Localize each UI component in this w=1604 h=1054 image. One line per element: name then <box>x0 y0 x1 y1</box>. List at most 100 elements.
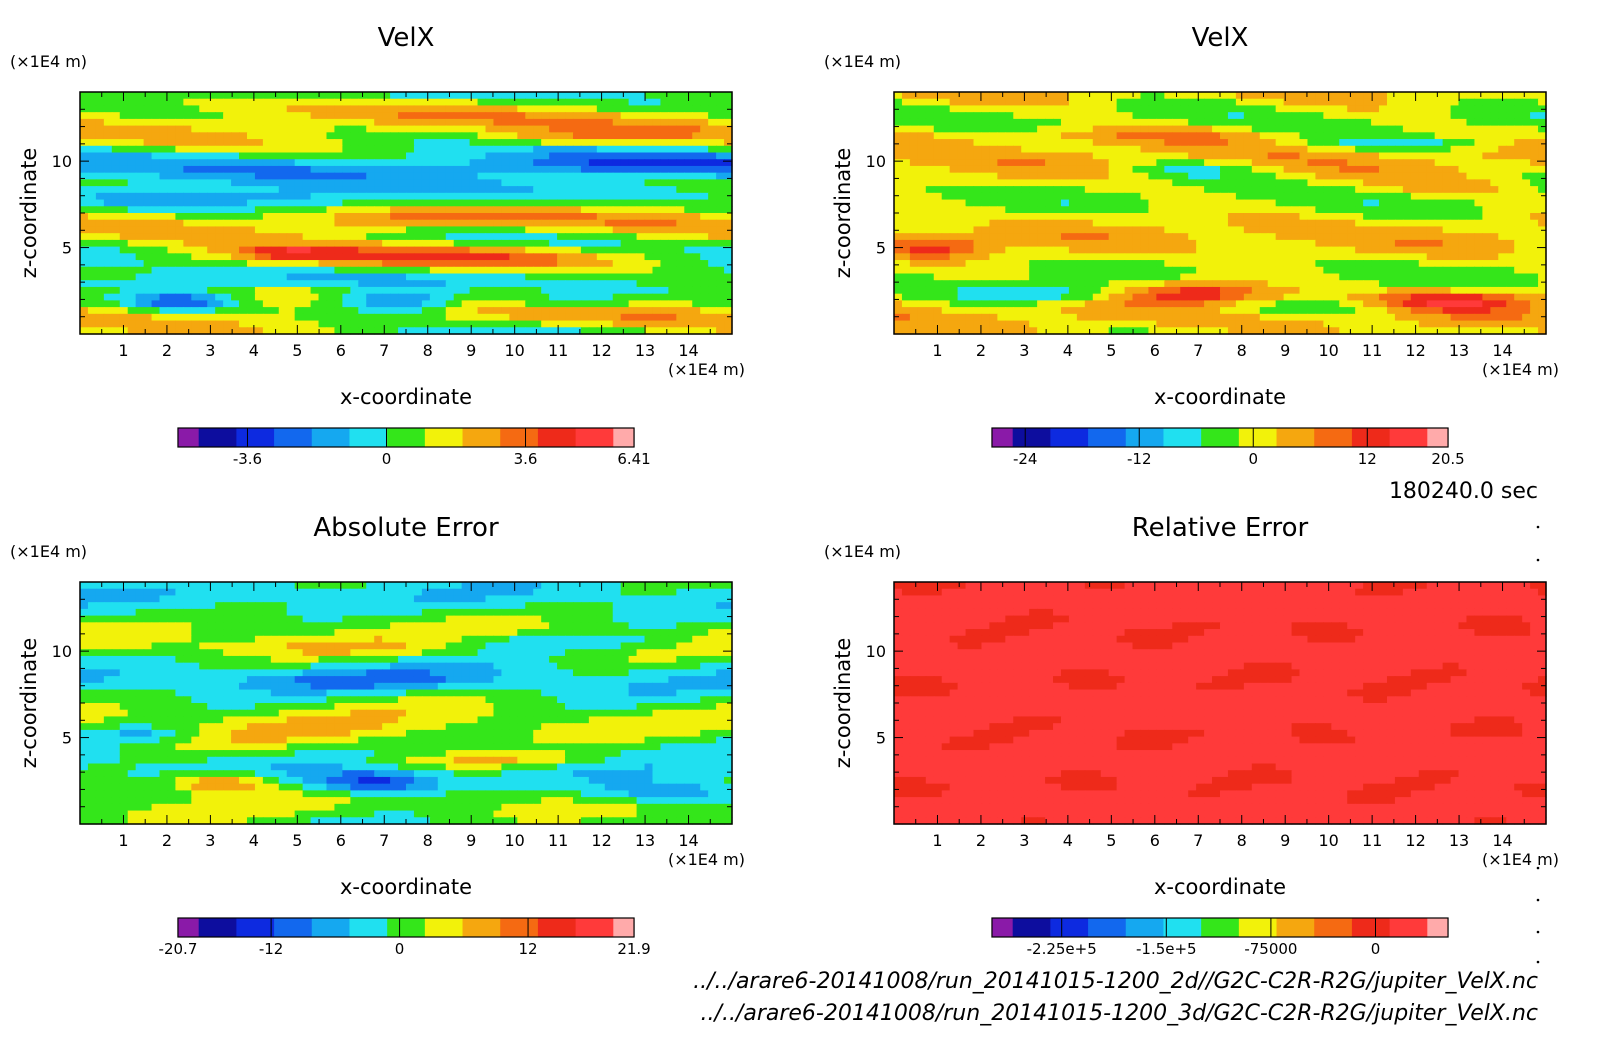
panel-2-heatmap-cell <box>933 105 943 113</box>
panel-1-heatmap-cell <box>596 98 606 107</box>
panel-1-heatmap-cell <box>612 293 622 301</box>
panel-1-heatmap-cell <box>676 246 685 254</box>
panel-1-heatmap-cell <box>135 313 145 322</box>
panel-1-heatmap-cell <box>127 239 137 248</box>
panel-2-heatmap-cell <box>1156 226 1165 234</box>
panel-1-heatmap-cell <box>660 179 669 187</box>
panel-1-heatmap-cell <box>572 219 582 228</box>
panel-1-heatmap-cell <box>604 253 614 261</box>
panel-2-heatmap-cell <box>1291 105 1301 113</box>
panel-2-heatmap-cell <box>1498 179 1507 187</box>
panel-1-heatmap-cell <box>398 165 407 174</box>
panel-1-heatmap-cell <box>477 280 487 288</box>
panel-1-heatmap-cell <box>700 125 709 133</box>
panel-1-heatmap-cell <box>724 139 733 147</box>
panel-2-heatmap-cell <box>1394 98 1404 107</box>
panel-2-heatmap-cell <box>1522 132 1531 140</box>
panel-1-heatmap-cell <box>398 226 407 234</box>
panel-1-heatmap-cell <box>191 125 200 133</box>
panel-1-heatmap-cell <box>565 206 574 214</box>
panel-1-heatmap-cell <box>588 273 598 281</box>
panel-1-heatmap-cell <box>80 246 89 254</box>
panel-1-heatmap-cell <box>326 266 336 275</box>
panel-1-heatmap-cell <box>557 179 566 187</box>
panel-1-heatmap-cell <box>119 105 129 113</box>
panel-1-heatmap-cell <box>437 226 447 234</box>
panel-2-heatmap-cell <box>1275 172 1285 180</box>
panel-1-heatmap-cell <box>398 313 407 322</box>
panel-1-heatmap-cell <box>80 307 89 315</box>
panel-2-heatmap-cell <box>989 213 998 221</box>
panel-1-heatmap-cell <box>143 159 153 167</box>
panel-1-heatmap-cell <box>246 320 256 328</box>
panel-2-heatmap-cell <box>1100 239 1110 248</box>
panel-1-heatmap-cell <box>135 152 145 160</box>
panel-1-heatmap-cell <box>119 266 129 275</box>
panel-1-heatmap-cell <box>246 280 256 288</box>
panel-2-heatmap-cell <box>1458 112 1468 120</box>
panel-1-heatmap-cell <box>246 307 256 315</box>
panel-1-heatmap-cell <box>215 293 224 301</box>
panel-1-heatmap-cell <box>199 286 208 295</box>
panel-2-heatmap-cell <box>1291 219 1301 228</box>
panel-1-heatmap-cell <box>612 92 622 100</box>
panel-1-heatmap-cell <box>159 206 169 214</box>
panel-1-heatmap-cell <box>612 206 622 214</box>
panel-2-heatmap-cell <box>1315 213 1324 221</box>
panel-1-heatmap-cell <box>183 112 192 120</box>
panel-1-heatmap-cell <box>366 105 375 113</box>
panel-2-heatmap-cell <box>1426 186 1436 194</box>
panel-2-heatmap-cell <box>1029 219 1038 228</box>
panel-1-heatmap-cell <box>477 307 487 315</box>
panel-1-heatmap-cell <box>191 192 200 201</box>
panel-1-heatmap-cell <box>374 172 383 180</box>
panel-2-heatmap-cell <box>1394 179 1404 187</box>
panel-1-heatmap-cell <box>318 286 328 295</box>
panel-2-heatmap-cell <box>1450 179 1460 187</box>
panel-1-heatmap-cell <box>199 92 208 100</box>
panel-2-heatmap-cell <box>1355 172 1364 180</box>
panel-1-heatmap-cell <box>278 213 288 221</box>
panel-1-heatmap-cell <box>596 206 606 214</box>
panel-1-heatmap-cell <box>374 92 383 100</box>
panel-2-heatmap-cell <box>1386 145 1396 154</box>
panel-1-heatmap-cell <box>127 273 137 281</box>
panel-2-heatmap-cell <box>1474 199 1483 207</box>
panel-1-heatmap-cell <box>716 105 725 113</box>
panel-2-heatmap-cell <box>1426 206 1436 214</box>
panel-2-heatmap-cell <box>1076 172 1086 180</box>
panel-2-heatmap-cell <box>1021 98 1030 107</box>
panel-1-heatmap-cell <box>501 246 510 254</box>
panel-1-heatmap-cell <box>636 313 646 322</box>
panel-2-heatmap-cell <box>1092 125 1102 133</box>
panel-1-heatmap-cell <box>604 280 614 288</box>
panel-2-heatmap-cell <box>1514 192 1523 201</box>
panel-1-heatmap-cell <box>135 226 145 234</box>
panel-2-heatmap-cell <box>1005 206 1014 214</box>
panel-1-heatmap-cell <box>151 280 161 288</box>
panel-2-heatmap-cell <box>1053 199 1062 207</box>
panel-1-heatmap-cell <box>493 213 503 221</box>
panel-1-heatmap-cell <box>700 145 709 154</box>
panel-2-heatmap-cell <box>1442 125 1452 133</box>
panel-2-heatmap-cell <box>1196 239 1205 248</box>
panel-1-heatmap-cell <box>469 118 479 127</box>
panel-1-heatmap-cell <box>382 273 391 281</box>
panel-2-heatmap-cell <box>1227 132 1237 140</box>
panel-1-heatmap-cell <box>390 112 399 120</box>
panel-2-heatmap-cell <box>1442 172 1452 180</box>
panel-1-heatmap-cell <box>533 286 542 295</box>
panel-1-heatmap-cell <box>724 92 733 100</box>
panel-2-heatmap-cell <box>973 246 983 254</box>
panel-1-heatmap-cell <box>199 233 208 241</box>
panel-1-heatmap-cell <box>724 98 733 107</box>
panel-2-heatmap-cell <box>1410 125 1420 133</box>
panel-1-heatmap-cell <box>580 186 590 194</box>
panel-1-heatmap-cell <box>199 186 208 194</box>
panel-1-heatmap-cell <box>604 139 614 147</box>
panel-1-heatmap-cell <box>246 293 256 301</box>
panel-1-heatmap-cell <box>175 239 184 248</box>
panel-1-heatmap-cell <box>533 139 542 147</box>
panel-1-heatmap-cell <box>366 179 375 187</box>
panel-1-heatmap-cell <box>103 125 113 133</box>
